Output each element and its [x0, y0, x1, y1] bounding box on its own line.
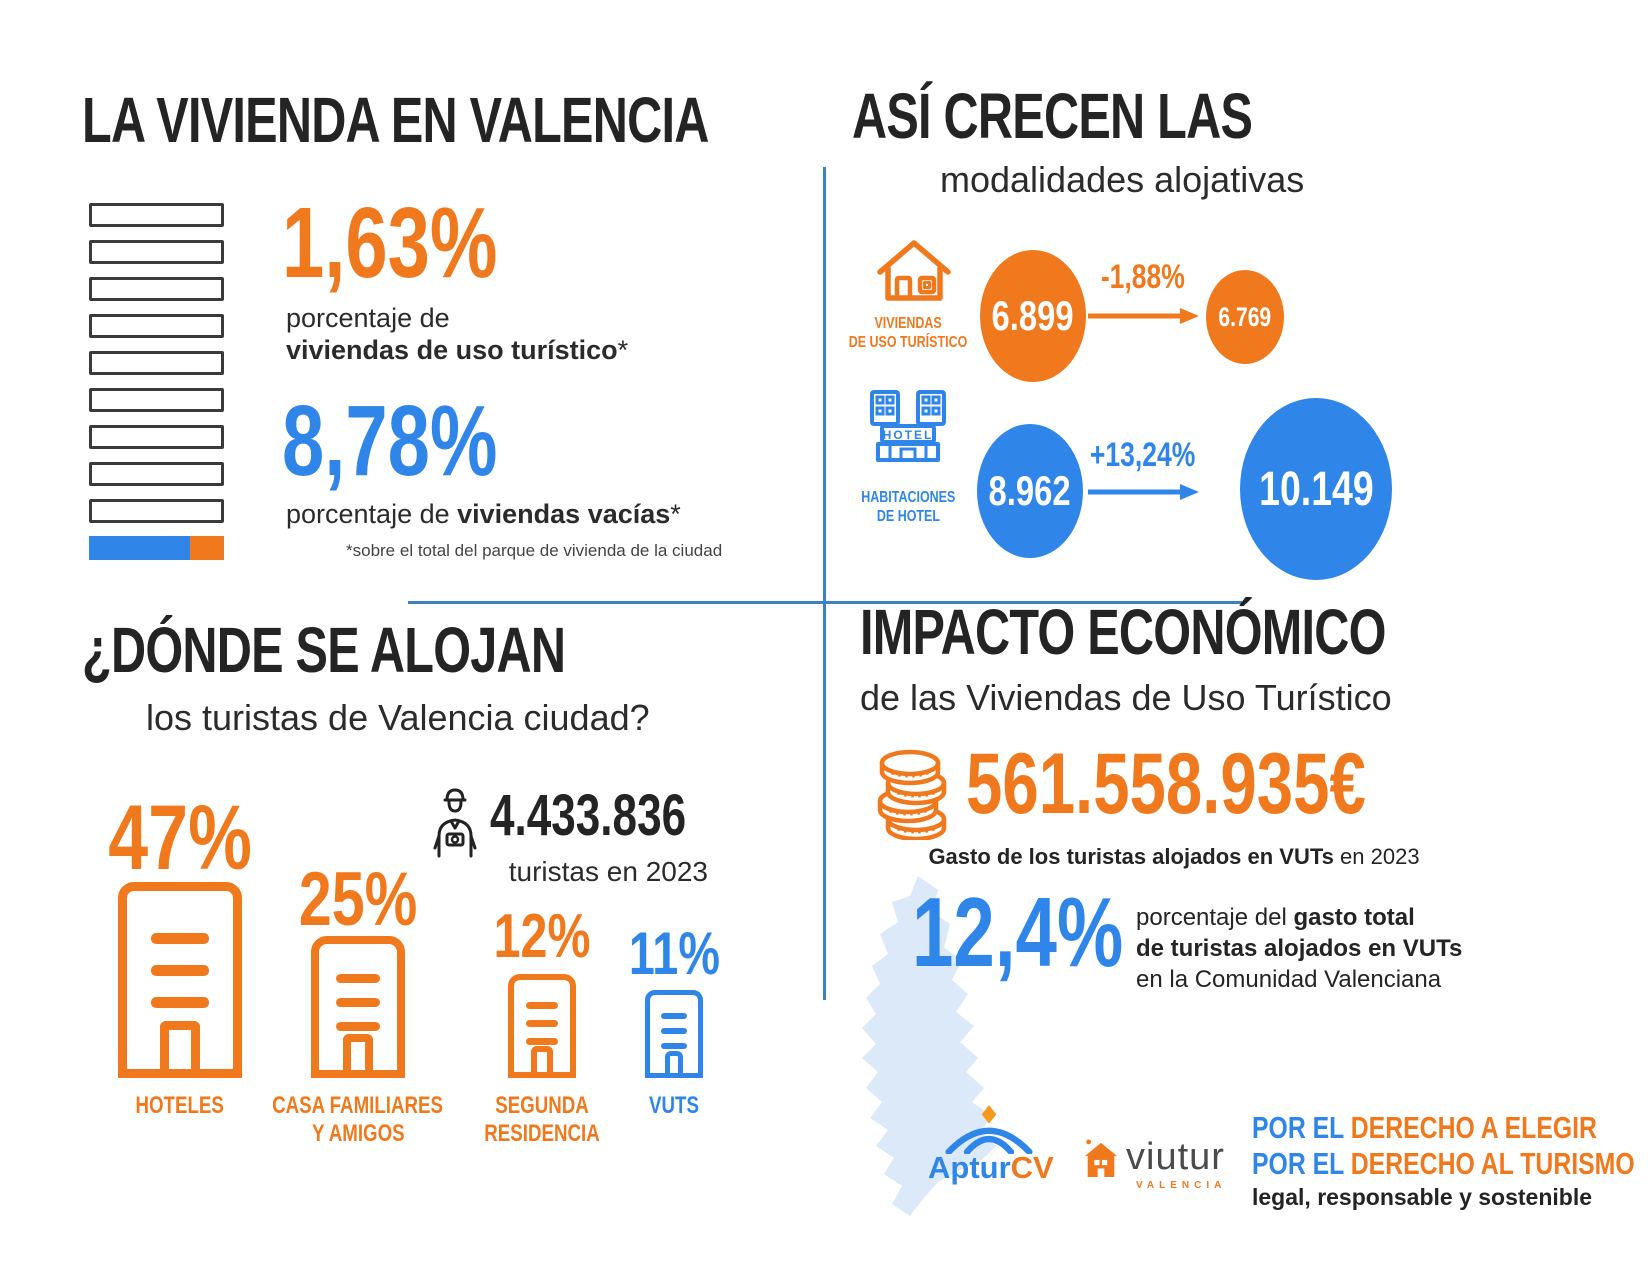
window-bar	[151, 997, 209, 1008]
comunidad-valenciana-map	[826, 874, 1026, 1224]
slogan-line-2: POR EL DERECHO AL TURISMO	[1252, 1146, 1635, 1181]
hotel-icon-text: HOTEL	[883, 428, 934, 442]
building-bar-vuts	[645, 990, 703, 1078]
base-bar-blue-segment	[89, 536, 190, 560]
bar-label-hoteles: HOTELES	[135, 1092, 225, 1119]
viutur-logo-subtext: VALENCIA	[1136, 1180, 1227, 1191]
growth-change-viviendas: -1,88%	[1100, 258, 1186, 296]
tourists-count: 4.433.836	[490, 783, 687, 848]
vertical-divider	[823, 167, 826, 1000]
arrow-right-icon	[1086, 482, 1201, 507]
window-bar	[151, 965, 209, 976]
bar-pct-casa: 25%	[298, 857, 418, 942]
building-floor	[89, 425, 224, 449]
apartment-building-graphic	[89, 203, 224, 560]
window-bar	[151, 933, 209, 944]
viutur-logo-text: viutur	[1126, 1136, 1225, 1178]
building-floor	[89, 499, 224, 523]
growth-end-bubble-viviendas: 6.769	[1206, 270, 1284, 364]
bar-pct-vuts: 11%	[628, 920, 720, 987]
housing-section-title: LA VIVIENDA EN VALENCIA	[82, 84, 709, 156]
building-floor	[89, 462, 224, 486]
growth-start-bubble-viviendas: 6.899	[980, 250, 1086, 382]
window-bar	[526, 1002, 558, 1009]
window-bar	[661, 1043, 687, 1049]
stat-turistico-caption-line1: porcentaje de	[286, 303, 450, 333]
impact-section-subtitle: de las Viviendas de Uso Turístico	[860, 677, 1392, 718]
coins-icon	[866, 746, 958, 845]
building-floor	[89, 277, 224, 301]
aptur-logo-icon	[934, 1104, 1044, 1159]
building-bar-hoteles	[118, 882, 242, 1078]
door	[343, 1034, 373, 1070]
growth-section-title: ASÍ CRECEN LAS	[852, 80, 1253, 152]
base-bar-orange-segment	[189, 536, 224, 560]
building-base-bar	[89, 536, 224, 560]
window-bar	[526, 1038, 558, 1045]
stat-turistico-caption-line2: viviendas de uso turístico*	[286, 335, 629, 365]
building-floor	[89, 203, 224, 227]
house-icon	[874, 236, 954, 313]
growth-row-label-viviendas: VIVIENDAS DE USO TURÍSTICO	[848, 315, 968, 351]
hotel-icon: HOTEL	[866, 388, 950, 469]
building-bar-segunda	[508, 974, 576, 1078]
slogan-line-3: legal, responsable y sostenible	[1252, 1184, 1593, 1210]
building-bar-casa	[311, 936, 405, 1078]
door	[160, 1021, 200, 1069]
slogan-line-1: POR EL DERECHO A ELEGIR	[1252, 1110, 1597, 1145]
building-floor	[89, 240, 224, 264]
aptur-logo-text: ApturCV	[928, 1150, 1054, 1185]
stat-turistico-value: 1,63%	[282, 187, 498, 299]
window-bar	[336, 998, 380, 1007]
stat-vacias-value: 8,78%	[282, 385, 498, 497]
building-floor	[89, 314, 224, 338]
bar-label-segunda: SEGUNDA RESIDENCIA	[484, 1092, 600, 1147]
arrow-right-icon	[1086, 306, 1201, 331]
bar-pct-segunda: 12%	[493, 902, 591, 971]
housing-footnote: *sobre el total del parque de vivienda d…	[346, 541, 723, 560]
lodging-section-subtitle: los turistas de Valencia ciudad?	[146, 697, 650, 738]
building-floor	[89, 388, 224, 412]
bar-label-casa: CASA FAMILIARES Y AMIGOS	[272, 1092, 444, 1147]
bellhop-icon	[432, 786, 478, 865]
door	[531, 1046, 553, 1072]
share-caption: porcentaje del gasto total de turistas a…	[1136, 904, 1463, 993]
window-bar	[336, 1022, 380, 1031]
window-bar	[661, 1028, 687, 1034]
building-floor	[89, 351, 224, 375]
viutur-logo-icon	[1082, 1136, 1120, 1187]
spend-value: 561.558.935€	[966, 736, 1366, 832]
window-bar	[336, 974, 380, 983]
door	[665, 1051, 683, 1073]
bar-pct-hoteles: 47%	[108, 787, 252, 889]
impact-section-title: IMPACTO ECONÓMICO	[860, 596, 1386, 668]
window-bar	[526, 1020, 558, 1027]
growth-start-bubble-hotel: 8.962	[977, 424, 1083, 558]
horizontal-divider	[408, 601, 1242, 604]
growth-section-subtitle: modalidades alojativas	[940, 159, 1305, 200]
stat-vacias-caption: porcentaje de viviendas vacías*	[286, 499, 681, 529]
growth-end-bubble-hotel: 10.149	[1240, 398, 1392, 580]
window-bar	[661, 1013, 687, 1019]
lodging-section-title: ¿DÓNDE SE ALOJAN	[82, 614, 566, 686]
growth-change-hotel: +13,24%	[1090, 436, 1196, 474]
growth-row-label-hotel: HABITACIONES DE HOTEL	[860, 489, 956, 525]
spend-caption: Gasto de los turistas alojados en VUTs e…	[928, 844, 1420, 869]
tourists-label: turistas en 2023	[508, 856, 708, 887]
share-value: 12,4%	[912, 877, 1124, 987]
bar-label-vuts: VUTS	[649, 1092, 699, 1119]
